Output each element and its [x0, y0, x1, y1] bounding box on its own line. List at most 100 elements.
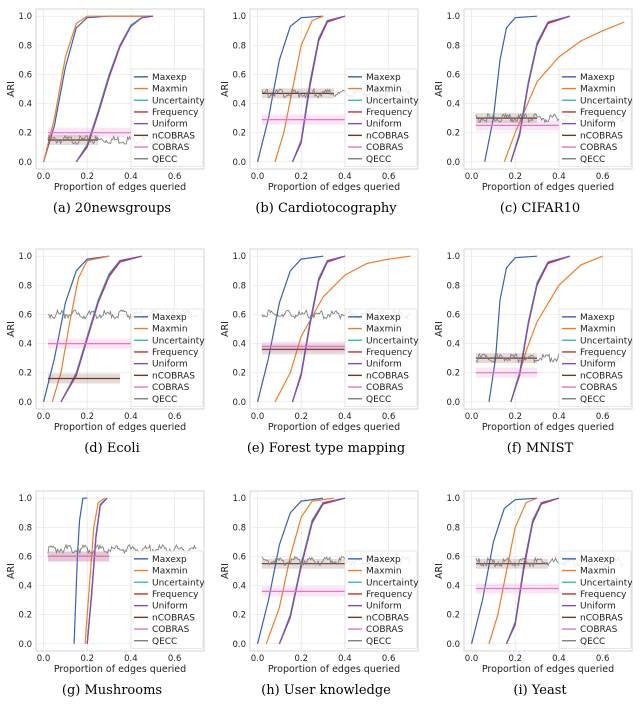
legend-label-uncertainty: Uncertainty — [366, 336, 419, 346]
legend-label-qecc: QECC — [580, 395, 605, 405]
y-tick-label: 1.0 — [232, 12, 246, 22]
legend-label-cobras: COBRAS — [152, 143, 190, 153]
x-tick-label: 0.0 — [251, 654, 265, 664]
x-tick-label: 0.0 — [465, 654, 479, 664]
y-tick-label: 0.2 — [18, 129, 32, 139]
y-tick-label: 0.4 — [446, 100, 460, 110]
legend-label-qecc: QECC — [152, 637, 177, 647]
x-axis-label: Proportion of edges queried — [54, 422, 186, 433]
legend-label-frequency: Frequency — [366, 348, 413, 358]
subplot-caption: (a) 20newsgroups — [53, 201, 171, 216]
y-tick-label: 1.0 — [446, 12, 460, 22]
legend-label-maxexp: Maxexp — [580, 555, 615, 565]
y-tick-label: 0.2 — [446, 129, 460, 139]
y-tick-label: 0.4 — [18, 340, 32, 350]
series-line-uniform — [86, 497, 108, 644]
y-tick-label: 0.6 — [232, 70, 246, 80]
legend-box — [558, 68, 632, 167]
subplot-5: 0.00.20.40.60.81.00.0 0.2 0.4 0.6Proportion… — [220, 248, 419, 456]
subplot-8: 0.00.20.40.60.81.00.0 0.2 0.4 0.6Proportion… — [220, 490, 419, 698]
y-axis-label: ARI — [220, 321, 231, 337]
series-line-uniform — [291, 255, 346, 402]
y-tick-label: 0.4 — [232, 100, 246, 110]
x-tick-label: 0.6 — [382, 654, 396, 664]
legend-label-maxexp: Maxexp — [152, 313, 187, 323]
legend-label-maxmin: Maxmin — [580, 567, 616, 577]
legend-label-cobras: COBRAS — [580, 383, 618, 393]
legend-label-cobras: COBRAS — [366, 383, 404, 393]
legend-label-qecc: QECC — [580, 637, 605, 647]
legend-label-uniform: Uniform — [152, 360, 188, 370]
subplot-caption: (c) CIFAR10 — [500, 201, 580, 216]
legend-box — [344, 550, 418, 649]
x-tick-label: 0.6 — [168, 172, 182, 182]
x-tick-label: 0.2 — [294, 172, 308, 182]
legend-label-maxmin: Maxmin — [152, 325, 188, 335]
legend-label-uncertainty: Uncertainty — [152, 96, 205, 106]
legend-label-uniform: Uniform — [580, 120, 616, 130]
legend-label-maxexp: Maxexp — [366, 555, 401, 565]
y-tick-label: 0.0 — [446, 398, 460, 408]
x-tick-label: 0.2 — [294, 412, 308, 422]
y-axis-label: ARI — [434, 81, 445, 97]
x-axis-label: Proportion of edges queried — [268, 422, 400, 433]
legend-label-qecc: QECC — [580, 155, 605, 165]
subplot-caption: (g) Mushrooms — [62, 683, 162, 698]
x-tick-label: 0.0 — [37, 412, 51, 422]
y-tick-label: 1.0 — [232, 494, 246, 504]
y-tick-label: 0.8 — [232, 523, 246, 533]
legend-box — [130, 308, 204, 407]
y-tick-label: 0.8 — [18, 41, 32, 51]
subplot-2: 0.00.20.40.60.81.00.0 0.2 0.4 0.6Proportion… — [220, 8, 419, 216]
y-tick-label: 1.0 — [18, 12, 32, 22]
y-tick-label: 0.0 — [446, 158, 460, 168]
legend-label-qecc: QECC — [366, 637, 391, 647]
subplot-1: 0.00.20.40.60.81.00.0 0.2 0.4 0.6Proportion… — [6, 8, 205, 216]
subplot-caption: (d) Ecoli — [84, 441, 140, 456]
legend-label-uniform: Uniform — [580, 602, 616, 612]
y-tick-label: 0.0 — [18, 640, 32, 650]
series-line-uniform — [510, 15, 570, 162]
legend-label-maxmin: Maxmin — [366, 85, 402, 95]
legend-box — [130, 68, 204, 167]
x-tick-label: 0.2 — [508, 412, 522, 422]
legend-label-maxexp: Maxexp — [152, 555, 187, 565]
x-axis-label: Proportion of edges queried — [482, 422, 614, 433]
legend-box — [558, 550, 632, 649]
legend-label-uniform: Uniform — [366, 602, 402, 612]
y-tick-label: 0.2 — [446, 369, 460, 379]
legend-label-maxmin: Maxmin — [366, 325, 402, 335]
subplot-9: 0.00.20.40.60.81.00.0 0.2 0.4 0.6Proportion… — [434, 490, 633, 698]
y-tick-label: 1.0 — [18, 494, 32, 504]
x-axis-label: Proportion of edges queried — [54, 664, 186, 675]
x-tick-label: 0.4 — [338, 172, 352, 182]
legend-label-uncertainty: Uncertainty — [580, 578, 633, 588]
legend-label-frequency: Frequency — [580, 348, 627, 358]
legend-label-ncobras: nCOBRAS — [366, 131, 409, 141]
y-tick-label: 0.6 — [18, 70, 32, 80]
legend-label-ncobras: nCOBRAS — [152, 371, 195, 381]
legend-label-uniform: Uniform — [580, 360, 616, 370]
x-tick-label: 0.2 — [80, 654, 94, 664]
y-axis-label: ARI — [220, 81, 231, 97]
legend-label-frequency: Frequency — [580, 590, 627, 600]
subplot-6: 0.00.20.40.60.81.00.0 0.2 0.4 0.6Proportion… — [434, 248, 633, 456]
x-axis-label: Proportion of edges queried — [54, 182, 186, 193]
y-tick-label: 0.6 — [446, 310, 460, 320]
x-tick-label: 0.6 — [382, 412, 396, 422]
y-tick-label: 0.6 — [232, 552, 246, 562]
legend-label-cobras: COBRAS — [580, 625, 618, 635]
legend-label-ncobras: nCOBRAS — [152, 131, 195, 141]
subplot-caption: (f) MNIST — [507, 441, 574, 456]
y-axis-label: ARI — [220, 563, 231, 579]
legend-label-maxexp: Maxexp — [152, 73, 187, 83]
y-tick-label: 0.8 — [18, 523, 32, 533]
legend-label-qecc: QECC — [152, 155, 177, 165]
legend-label-maxmin: Maxmin — [152, 85, 188, 95]
y-tick-label: 0.0 — [446, 640, 460, 650]
legend-label-maxmin: Maxmin — [580, 325, 616, 335]
y-tick-label: 0.2 — [18, 369, 32, 379]
y-tick-label: 0.2 — [232, 611, 246, 621]
y-tick-label: 0.0 — [18, 158, 32, 168]
